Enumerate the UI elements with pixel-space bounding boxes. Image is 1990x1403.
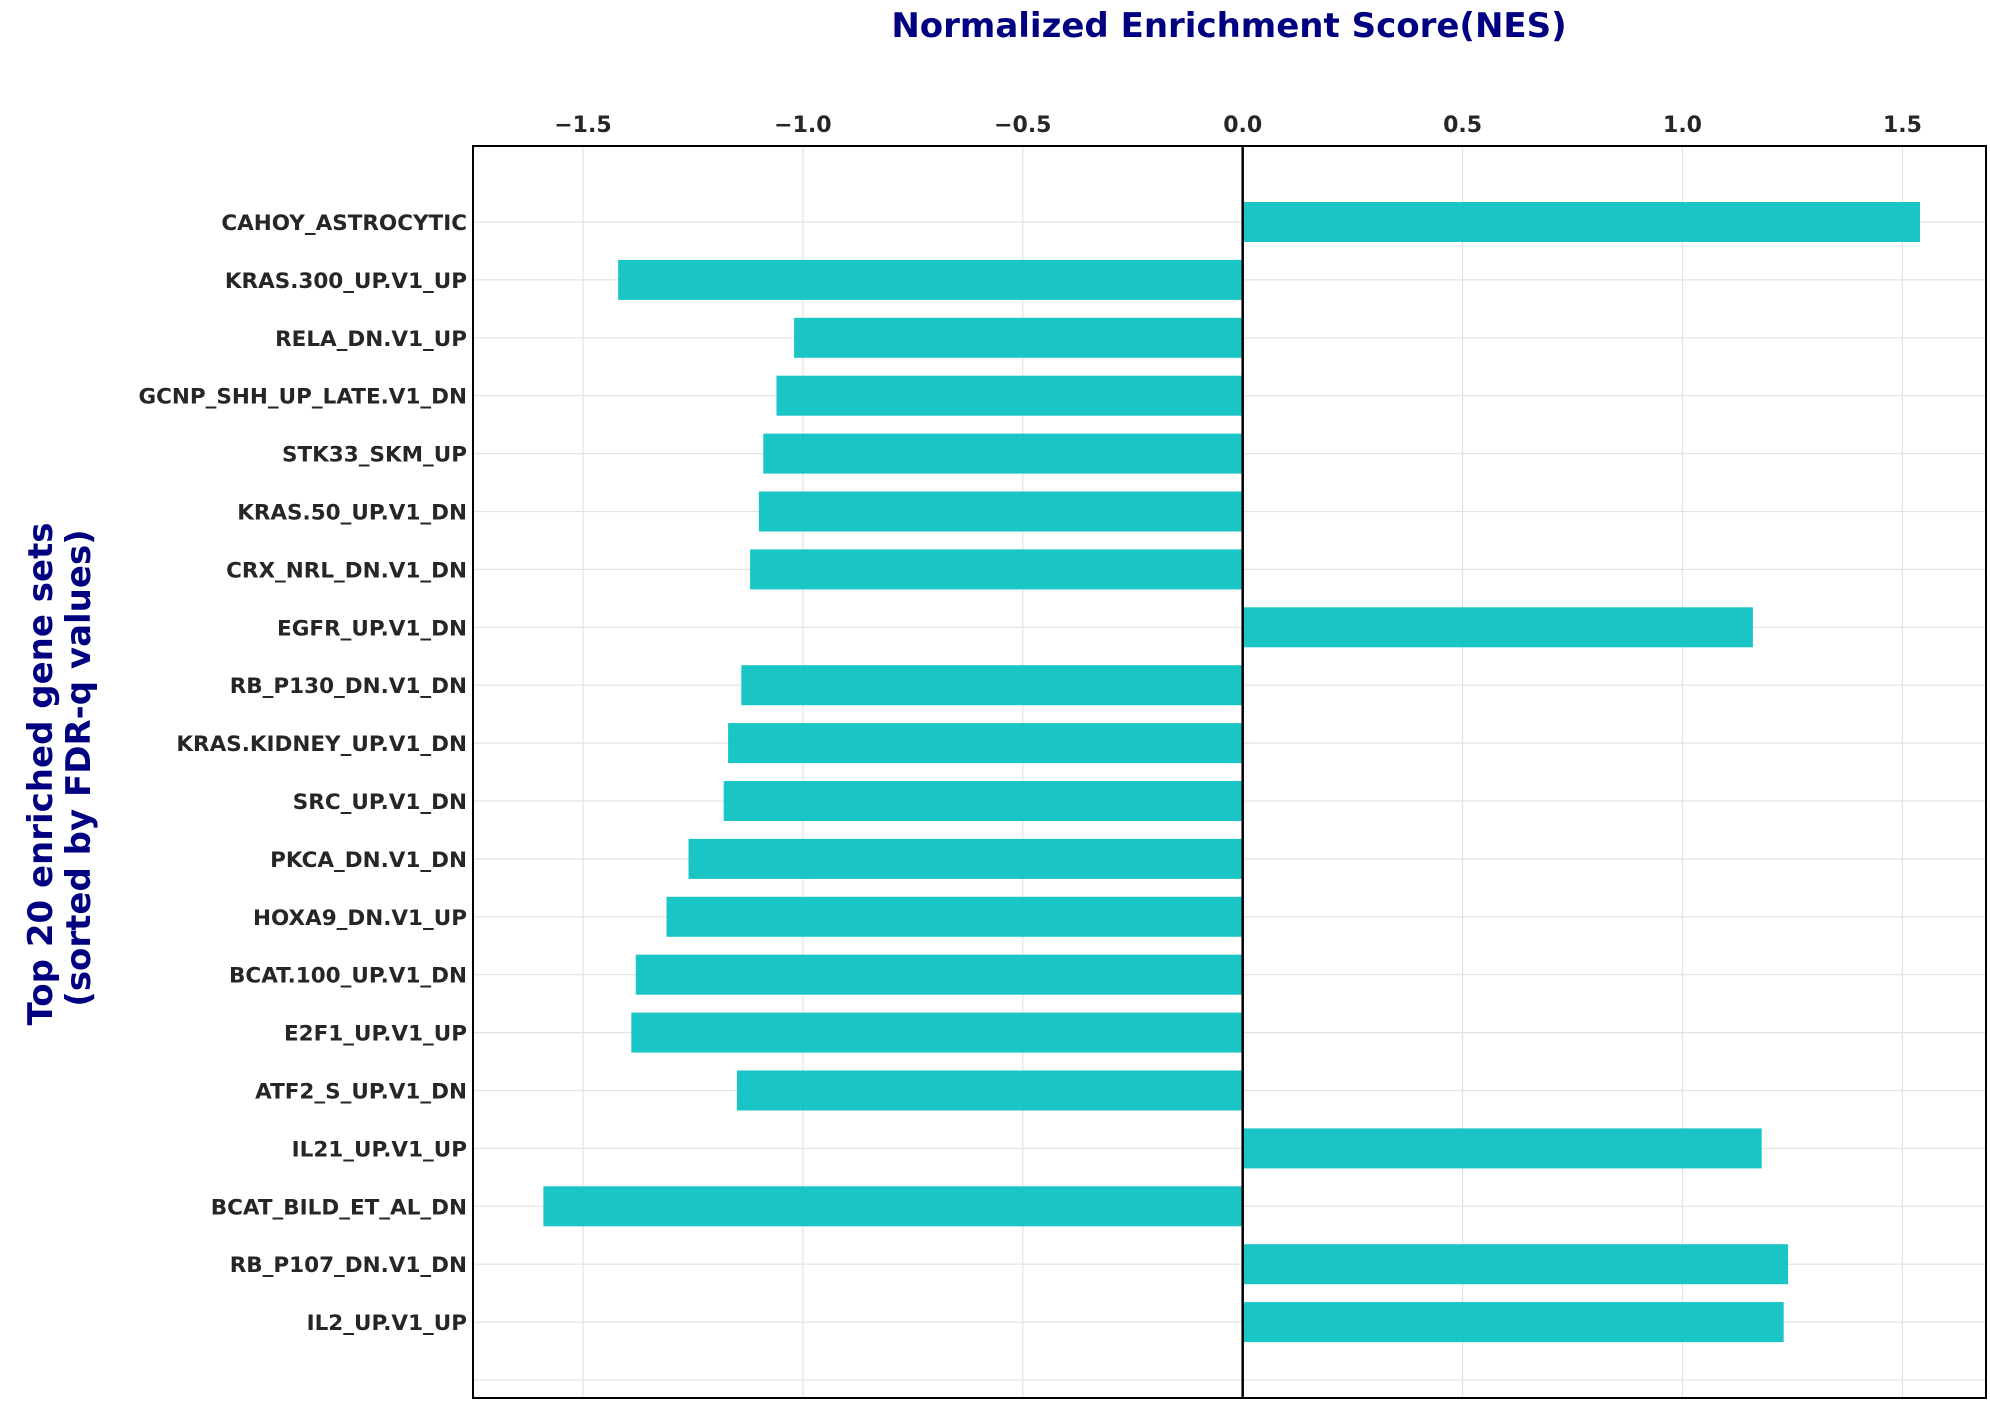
bar [794, 317, 1243, 358]
bar [776, 375, 1243, 416]
bar [618, 259, 1243, 300]
y-axis-label-line-2: (sorted by FDR-q values) [59, 529, 99, 1006]
category-label: KRAS.300_UP.V1_UP [225, 269, 467, 294]
category-labels: CAHOY_ASTROCYTIC KRAS.300_UP.V1_UP RELA_DN… [139, 211, 468, 1336]
bar [728, 723, 1243, 764]
category-label: BCAT.100_UP.V1_DN [229, 964, 467, 989]
bar [741, 665, 1243, 706]
category-label: KRAS.KIDNEY_UP.V1_DN [176, 732, 467, 757]
bar [1242, 1128, 1762, 1169]
category-label: EGFR_UP.V1_DN [277, 616, 467, 641]
category-label: GCNP_SHH_UP_LATE.V1_DN [139, 385, 468, 410]
bar [1242, 1302, 1784, 1343]
category-label: SRC_UP.V1_DN [293, 790, 467, 815]
x-tick-label: 0.5 [1443, 113, 1482, 138]
bar [666, 896, 1243, 937]
x-tick-label: 0.0 [1223, 113, 1262, 138]
bar [750, 549, 1243, 590]
x-tick-label: −1.5 [554, 113, 611, 138]
category-label: KRAS.50_UP.V1_DN [237, 501, 467, 526]
category-label: RB_P130_DN.V1_DN [230, 674, 467, 699]
bar [1242, 1244, 1789, 1285]
bar [688, 838, 1243, 879]
x-tick-label: 1.0 [1663, 113, 1702, 138]
category-label: CAHOY_ASTROCYTIC [221, 211, 467, 236]
bar [758, 491, 1243, 532]
category-label: IL2_UP.V1_UP [307, 1311, 467, 1336]
bar [763, 433, 1243, 474]
x-tick-label: −1.0 [774, 113, 831, 138]
bar [723, 781, 1243, 821]
category-label: HOXA9_DN.V1_UP [253, 906, 467, 931]
category-label: STK33_SKM_UP [282, 443, 467, 468]
plot-frame [472, 145, 1987, 1399]
y-axis-label-line-1: Top 20 enriched gene sets [21, 522, 61, 1025]
bar [1242, 607, 1753, 648]
category-label: ATF2_S_UP.V1_DN [255, 1080, 467, 1105]
chart-title: Normalized Enrichment Score(NES) [891, 6, 1566, 46]
category-label: RB_P107_DN.V1_DN [230, 1253, 467, 1278]
bar [631, 1012, 1243, 1053]
category-label: E2F1_UP.V1_UP [284, 1022, 467, 1047]
x-tick-label: −0.5 [994, 113, 1051, 138]
x-tick-label: 1.5 [1883, 113, 1922, 138]
bars [543, 202, 1921, 1343]
bar [635, 954, 1243, 995]
x-ticks: −1.5 −1.0 −0.5 0.0 0.5 1.0 1.5 [554, 113, 1922, 138]
category-label: IL21_UP.V1_UP [292, 1137, 467, 1162]
bar [736, 1070, 1243, 1111]
category-label: CRX_NRL_DN.V1_DN [226, 558, 467, 583]
category-label: BCAT_BILD_ET_AL_DN [211, 1195, 467, 1220]
category-label: RELA_DN.V1_UP [275, 327, 467, 352]
bar [543, 1186, 1243, 1227]
y-axis-label: Top 20 enriched gene sets (sorted by FDR… [21, 511, 99, 1026]
category-label: PKCA_DN.V1_DN [270, 848, 467, 873]
bar [1242, 202, 1921, 242]
